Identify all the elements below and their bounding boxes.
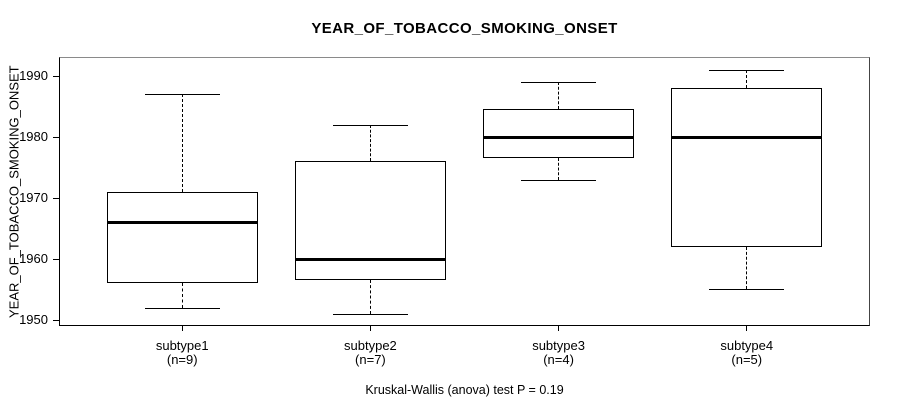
x-tick-label: subtype2: [344, 338, 397, 353]
median-line: [296, 257, 445, 261]
y-tick-label: 1950: [19, 312, 48, 328]
median-line: [672, 135, 821, 139]
x-tick-label: subtype4: [720, 338, 774, 353]
y-tick: [53, 197, 59, 199]
iqr-box: [671, 88, 822, 247]
x-tick-n-label: (n=5): [731, 352, 763, 367]
whisker-cap-min: [709, 289, 785, 291]
whisker-cap-min: [144, 307, 220, 309]
x-tick-n-label: (n=9): [166, 352, 198, 367]
y-tick-label: 1990: [19, 68, 48, 84]
lower-whisker: [181, 283, 183, 308]
upper-whisker: [369, 124, 371, 162]
lower-whisker: [746, 246, 748, 290]
y-tick-label: 1980: [19, 129, 48, 145]
chart-title: YEAR_OF_TOBACCO_SMOKING_ONSET: [311, 20, 618, 37]
x-tick-n-label: (n=7): [355, 352, 386, 367]
lower-whisker: [369, 280, 371, 314]
upper-whisker: [181, 94, 183, 192]
upper-whisker: [746, 69, 748, 89]
x-tick: [558, 326, 560, 331]
whisker-cap-max: [709, 69, 785, 71]
iqr-box: [483, 109, 634, 159]
median-line: [107, 221, 257, 225]
whisker-cap-max: [144, 94, 220, 96]
lower-whisker: [558, 158, 560, 180]
x-tick: [181, 326, 183, 331]
whisker-cap-min: [332, 313, 409, 315]
y-tick-label: 1960: [19, 251, 48, 267]
whisker-cap-max: [332, 124, 409, 126]
x-tick-label: subtype3: [532, 338, 585, 353]
x-tick: [369, 326, 371, 331]
y-tick: [53, 258, 59, 260]
whisker-cap-max: [520, 82, 597, 83]
upper-whisker: [558, 82, 560, 110]
y-tick: [53, 75, 59, 77]
y-tick: [53, 136, 59, 138]
iqr-box: [295, 161, 446, 281]
kruskal-wallis-annotation: Kruskal-Wallis (anova) test P = 0.19: [365, 383, 564, 397]
whisker-cap-min: [520, 179, 597, 181]
x-tick: [746, 326, 748, 331]
median-line: [484, 135, 633, 139]
y-tick: [53, 319, 59, 321]
iqr-box: [106, 191, 258, 284]
y-tick-label: 1970: [19, 190, 48, 206]
x-tick-n-label: (n=4): [543, 352, 574, 367]
x-tick-label: subtype1: [155, 338, 209, 353]
